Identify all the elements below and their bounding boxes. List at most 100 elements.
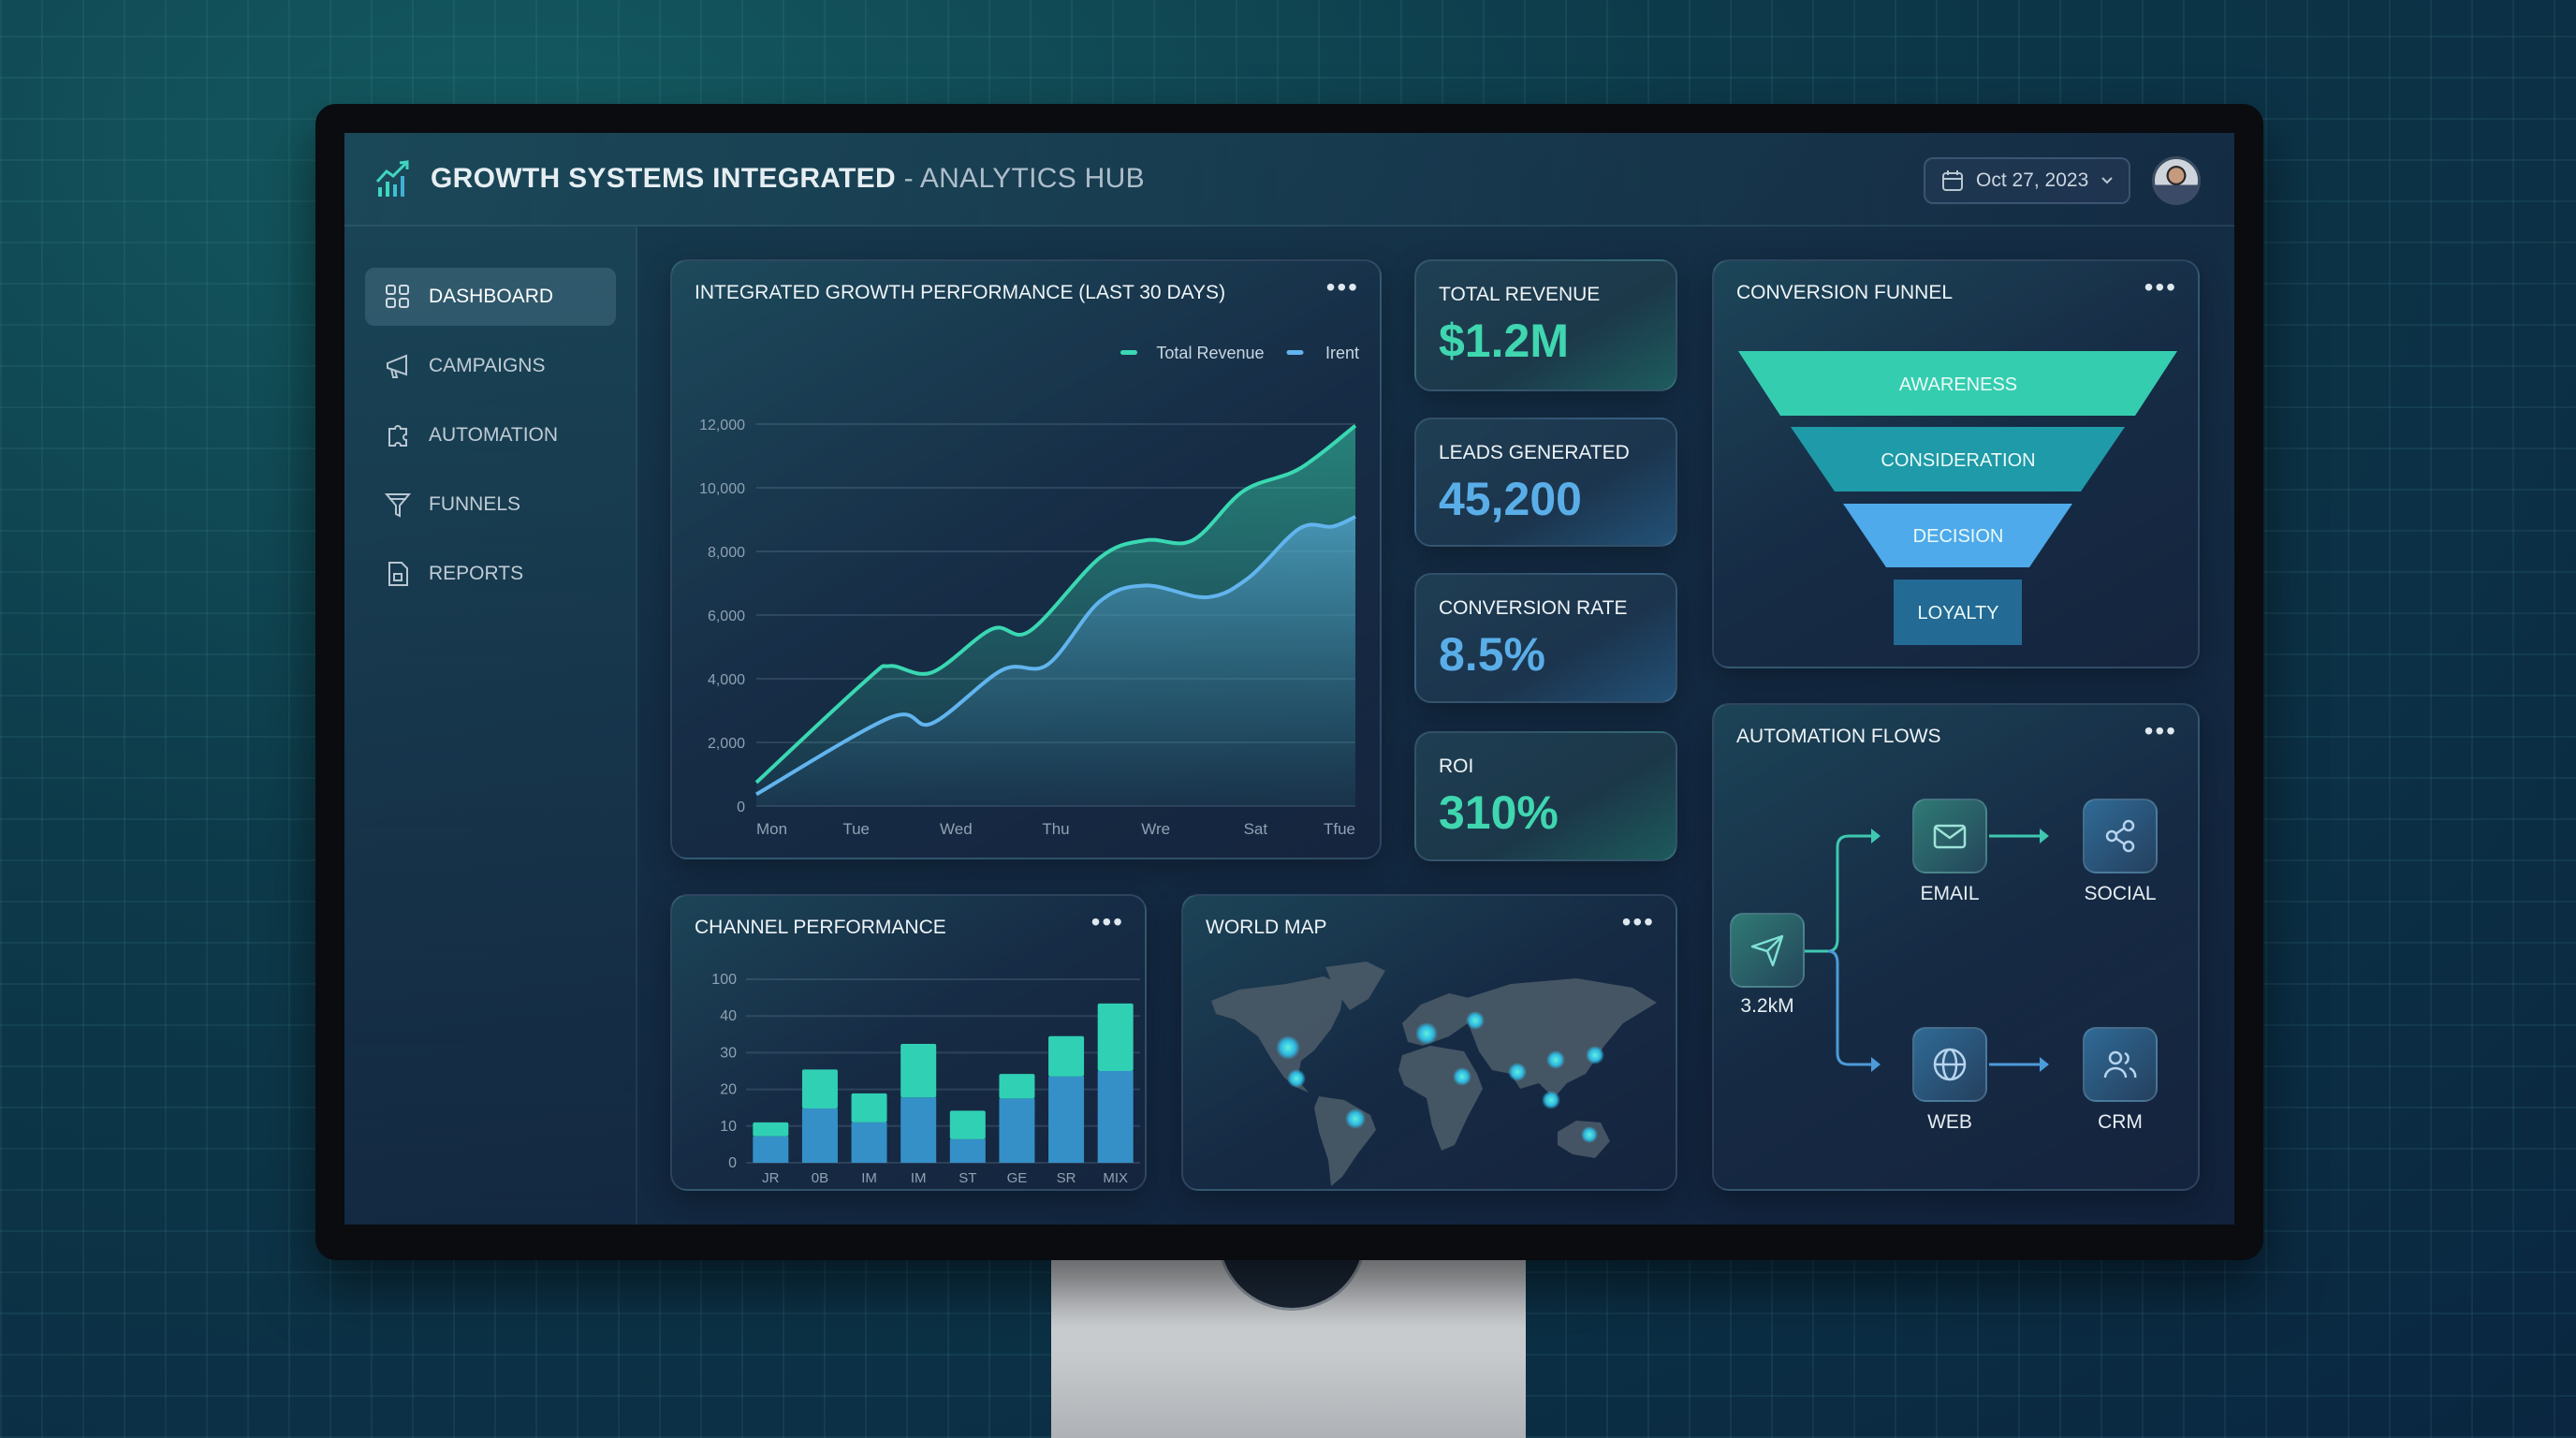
location-marker[interactable] bbox=[1345, 1108, 1366, 1129]
date-value: Oct 27, 2023 bbox=[1976, 169, 2089, 191]
chevron-down-icon bbox=[2101, 177, 2113, 184]
kpi-card-leads-generated: LEADS GENERATED 45,200 bbox=[1414, 418, 1677, 547]
x-tick-label: JR bbox=[762, 1170, 780, 1186]
flow-node-social[interactable] bbox=[2083, 799, 2158, 873]
card-title: CONVERSION FUNNEL bbox=[1736, 282, 1954, 303]
automation-flows-card: AUTOMATION FLOWS ••• 3.2kM EMAIL SOCIAL … bbox=[1712, 703, 2200, 1191]
dashboard-screen: GROWTH SYSTEMS INTEGRATED - ANALYTICS HU… bbox=[344, 133, 2234, 1225]
sidebar-item-label: AUTOMATION bbox=[429, 424, 559, 446]
bar-segment-lower[interactable] bbox=[801, 1108, 838, 1163]
y-tick-label: 0 bbox=[737, 800, 745, 815]
share-icon bbox=[2105, 819, 2135, 853]
funnel-stage-loyalty[interactable] bbox=[1894, 580, 2022, 645]
y-tick-label: 4,000 bbox=[708, 672, 745, 688]
y-tick-label: 10 bbox=[720, 1119, 737, 1135]
kpi-value: 310% bbox=[1439, 786, 1559, 839]
x-tick-label: GE bbox=[1007, 1170, 1028, 1186]
kpi-card-conversion-rate: CONVERSION RATE 8.5% bbox=[1414, 573, 1677, 703]
y-tick-label: 100 bbox=[711, 972, 737, 988]
bar-segment-lower[interactable] bbox=[753, 1136, 789, 1163]
more-options-button[interactable]: ••• bbox=[1325, 272, 1359, 301]
sidebar-item-label: FUNNELS bbox=[429, 493, 521, 515]
location-marker[interactable] bbox=[1453, 1067, 1471, 1086]
flow-node-email[interactable] bbox=[1912, 799, 1987, 873]
user-avatar[interactable] bbox=[2152, 156, 2201, 205]
y-tick-label: 8,000 bbox=[708, 545, 745, 561]
bar-segment-upper[interactable] bbox=[753, 1122, 789, 1137]
kpi-value: 8.5% bbox=[1439, 628, 1545, 681]
location-marker[interactable] bbox=[1415, 1022, 1438, 1045]
more-options-button[interactable]: ••• bbox=[1621, 907, 1655, 936]
more-options-button[interactable]: ••• bbox=[1090, 907, 1124, 936]
continent-south-america bbox=[1314, 1096, 1376, 1186]
app-title-sub: ANALYTICS HUB bbox=[919, 163, 1145, 194]
sidebar-item-reports[interactable]: REPORTS bbox=[365, 545, 616, 603]
x-tick-label: Mon bbox=[756, 820, 787, 838]
y-tick-label: 2,000 bbox=[708, 736, 745, 752]
y-tick-label: 40 bbox=[720, 1008, 737, 1024]
bar-segment-lower[interactable] bbox=[1097, 1071, 1134, 1163]
kpi-label: LEADS GENERATED bbox=[1439, 442, 1630, 463]
flow-node-crm[interactable] bbox=[2083, 1027, 2158, 1102]
location-marker[interactable] bbox=[1287, 1069, 1306, 1088]
x-tick-label: 0B bbox=[812, 1170, 828, 1186]
app-title: GROWTH SYSTEMS INTEGRATED - ANALYTICS HU… bbox=[431, 163, 1145, 195]
x-tick-label: Sat bbox=[1244, 820, 1268, 838]
location-marker[interactable] bbox=[1581, 1126, 1598, 1143]
location-marker[interactable] bbox=[1508, 1063, 1527, 1081]
date-picker[interactable]: Oct 27, 2023 bbox=[1924, 157, 2130, 204]
sidebar-item-label: REPORTS bbox=[429, 563, 524, 584]
bar-segment-upper[interactable] bbox=[1097, 1003, 1134, 1071]
location-marker[interactable] bbox=[1542, 1091, 1560, 1109]
bar-segment-lower[interactable] bbox=[851, 1122, 887, 1163]
series-line bbox=[755, 515, 1356, 797]
send-icon bbox=[1750, 934, 1784, 967]
sidebar-item-campaigns[interactable]: CAMPAIGNS bbox=[365, 337, 616, 395]
location-marker[interactable] bbox=[1276, 1035, 1300, 1060]
channel-bar-chart: 0 10 20 30 40 100 JR 0B IM IM ST GE SR MIX bbox=[711, 972, 1140, 1186]
bar-segment-upper[interactable] bbox=[999, 1074, 1035, 1099]
funnel-stage-consideration[interactable] bbox=[1791, 427, 2125, 492]
app-title-main: GROWTH SYSTEMS INTEGRATED bbox=[431, 163, 896, 194]
flow-node-source[interactable] bbox=[1730, 913, 1805, 988]
sidebar: DASHBOARD CAMPAIGNS AUTOMATION FUNNELS R… bbox=[344, 227, 637, 1225]
continent-north-america bbox=[1211, 976, 1344, 1093]
flow-node-web[interactable] bbox=[1912, 1027, 1987, 1102]
globe-icon bbox=[1933, 1048, 1967, 1081]
bar-segment-lower[interactable] bbox=[900, 1097, 937, 1163]
funnel-stage-decision[interactable] bbox=[1843, 504, 2072, 567]
location-marker[interactable] bbox=[1466, 1011, 1485, 1030]
kpi-value: 45,200 bbox=[1439, 473, 1582, 525]
bar-segment-upper[interactable] bbox=[851, 1093, 887, 1123]
bar-segment-upper[interactable] bbox=[900, 1043, 937, 1098]
sidebar-item-dashboard[interactable]: DASHBOARD bbox=[365, 268, 616, 326]
flow-node-label: 3.2kM bbox=[1740, 995, 1794, 1017]
sidebar-item-automation[interactable]: AUTOMATION bbox=[365, 406, 616, 464]
bar-segment-upper[interactable] bbox=[949, 1110, 986, 1139]
x-tick-label: IM bbox=[911, 1170, 927, 1186]
location-marker[interactable] bbox=[1586, 1046, 1604, 1064]
sidebar-item-funnels[interactable]: FUNNELS bbox=[365, 476, 616, 534]
funnel-stage-awareness[interactable] bbox=[1738, 351, 2177, 416]
y-tick-label: 12,000 bbox=[699, 418, 745, 433]
bar-segment-lower[interactable] bbox=[999, 1098, 1035, 1163]
funnel-stage-label: AWARENESS bbox=[1899, 374, 2017, 395]
title-separator: - bbox=[895, 163, 920, 194]
x-tick-label: IM bbox=[861, 1170, 877, 1186]
kpi-label: ROI bbox=[1439, 756, 1474, 777]
mail-icon bbox=[1933, 824, 1967, 849]
sidebar-item-label: CAMPAIGNS bbox=[429, 355, 546, 376]
world-map-card: WORLD MAP ••• bbox=[1181, 894, 1677, 1191]
bar-segment-lower[interactable] bbox=[1048, 1076, 1085, 1163]
more-options-button[interactable]: ••• bbox=[2144, 716, 2177, 745]
world-map[interactable] bbox=[1183, 896, 1679, 1193]
card-title: INTEGRATED GROWTH PERFORMANCE (LAST 30 D… bbox=[695, 282, 1226, 303]
more-options-button[interactable]: ••• bbox=[2144, 272, 2177, 301]
bar-segment-upper[interactable] bbox=[1048, 1035, 1085, 1077]
location-markers bbox=[1276, 1011, 1604, 1143]
megaphone-icon bbox=[387, 354, 407, 378]
bar-segment-upper[interactable] bbox=[801, 1069, 838, 1108]
location-marker[interactable] bbox=[1546, 1050, 1565, 1069]
bar-segment-lower[interactable] bbox=[949, 1138, 986, 1163]
channel-performance-card: CHANNEL PERFORMANCE ••• 0 10 20 30 40 100 JR 0B… bbox=[670, 894, 1147, 1191]
